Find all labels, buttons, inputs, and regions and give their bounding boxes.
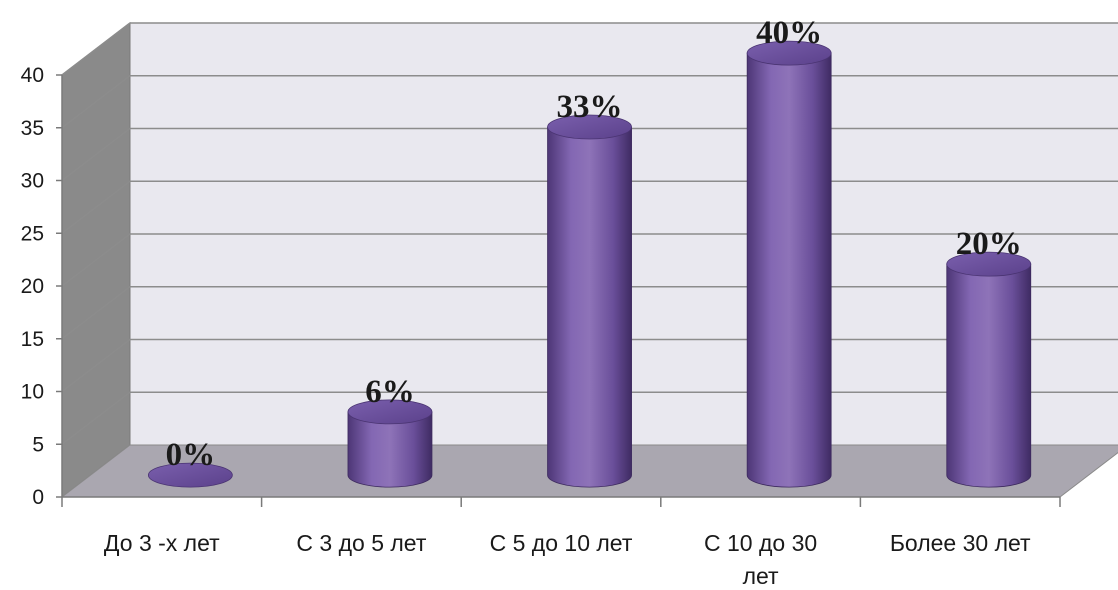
data-labels: 0% 6% 33% 40% 20% — [166, 15, 1022, 473]
bar — [746, 40, 832, 488]
bar — [946, 251, 1032, 488]
x-category-label: С 5 до 10 лет — [490, 530, 633, 556]
x-category-label: С 3 до 5 лет — [296, 530, 426, 556]
bar — [147, 462, 233, 488]
bar-top — [147, 462, 233, 488]
data-label: 20% — [956, 226, 1022, 262]
gridline — [61, 22, 1118, 76]
bar — [547, 114, 632, 488]
axes — [56, 74, 1061, 507]
y-tick-label: 20 — [21, 275, 44, 298]
x-axis-labels: До 3 -х лет С 3 до 5 лет С 5 до 10 лет С 10… — [104, 530, 1031, 589]
data-label: 40% — [756, 15, 822, 51]
x-category-label: До 3 -х лет — [104, 530, 220, 556]
bar-body — [547, 126, 632, 488]
bars — [147, 40, 1032, 488]
bar — [347, 399, 433, 488]
bar-top — [946, 251, 1032, 277]
y-tick-label: 25 — [21, 222, 44, 245]
y-tick-label: 40 — [21, 64, 44, 87]
data-label: 6% — [365, 374, 415, 410]
y-tick-label: 10 — [21, 381, 44, 404]
x-category-label: С 10 до 30 — [704, 530, 817, 556]
x-category-label: лет — [743, 563, 779, 589]
y-tick-label: 15 — [21, 328, 44, 351]
y-tick-label: 35 — [21, 117, 44, 140]
y-axis-ticks: 0 5 10 15 20 25 30 35 40 — [21, 64, 44, 509]
y-tick-label: 5 — [32, 433, 44, 456]
data-label: 33% — [557, 89, 623, 125]
data-label: 0% — [166, 437, 216, 473]
x-category-label: Более 30 лет — [890, 530, 1031, 556]
bar-body — [946, 263, 1032, 488]
y-tick-label: 30 — [21, 170, 44, 193]
y-tick-label: 0 — [32, 486, 44, 509]
bar-body — [347, 411, 433, 488]
bar-top — [746, 40, 832, 66]
bar-body — [746, 52, 832, 488]
bar-top — [547, 114, 632, 140]
bar-top — [347, 399, 433, 425]
